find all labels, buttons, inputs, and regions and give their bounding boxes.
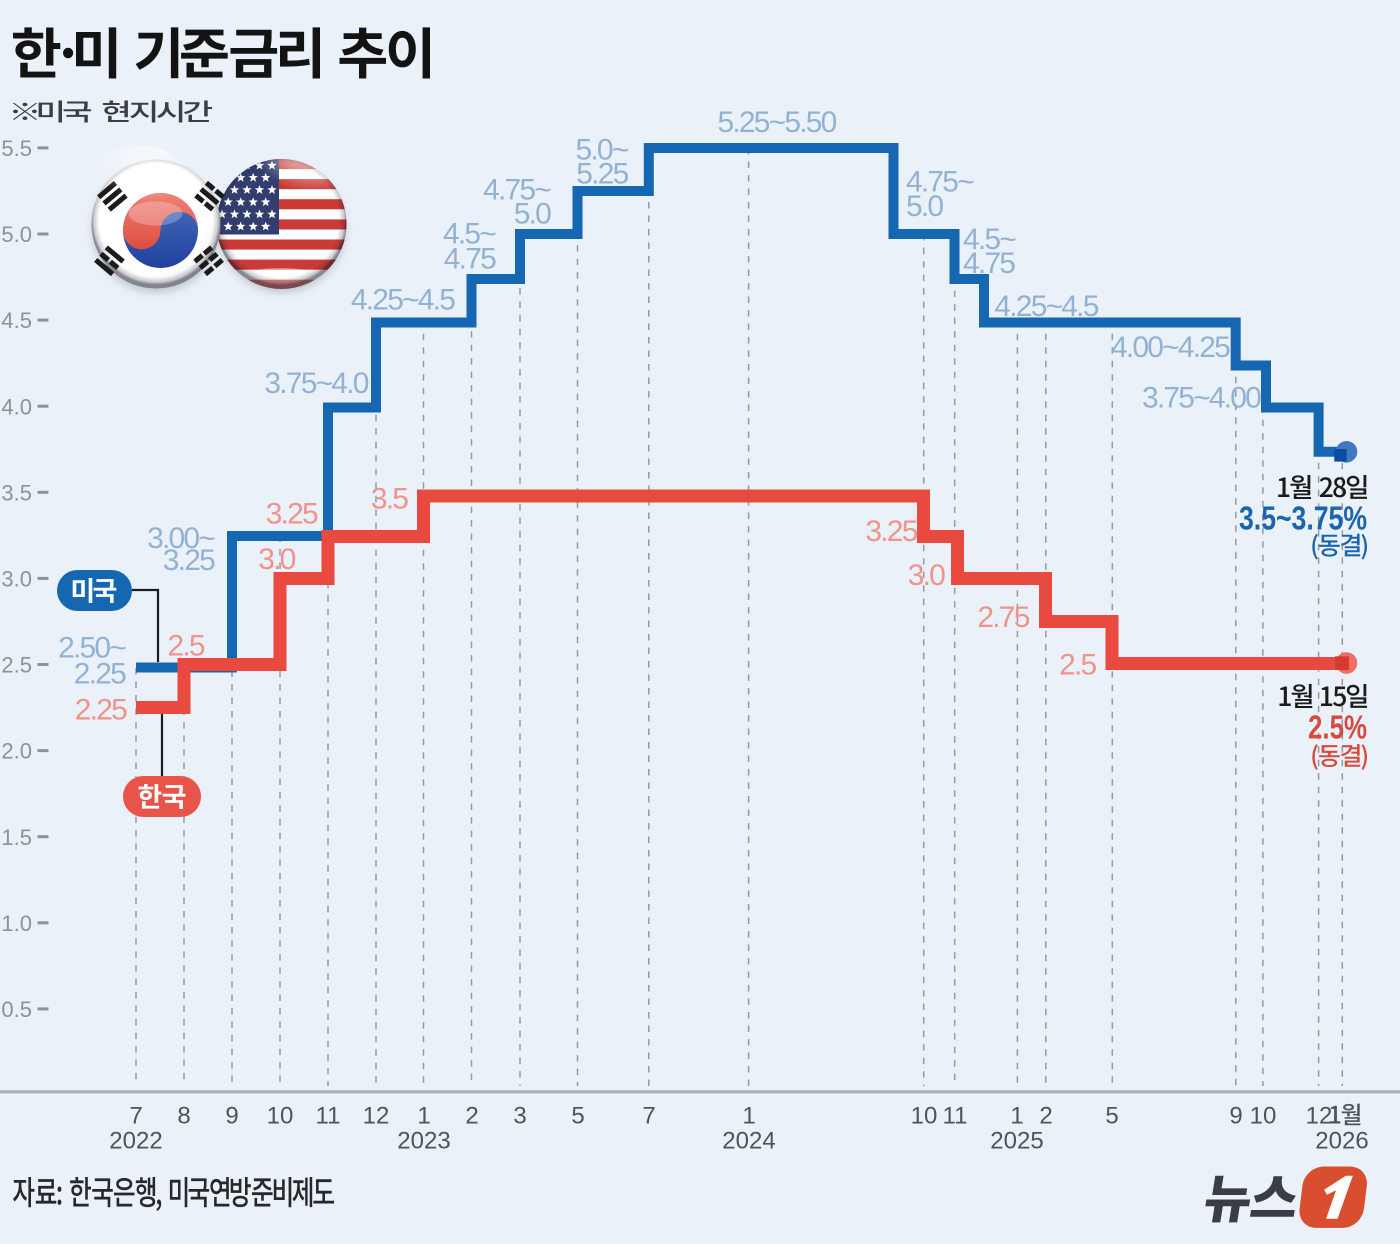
svg-text:5: 5	[1105, 1103, 1118, 1130]
svg-text:4.75: 4.75	[444, 242, 496, 275]
svg-text:5: 5	[571, 1103, 584, 1130]
svg-text:1: 1	[742, 1103, 755, 1130]
svg-text:2.25: 2.25	[75, 694, 127, 727]
svg-text:2.5: 2.5	[167, 629, 204, 662]
svg-text:1.0: 1.0	[1, 911, 32, 936]
svg-text:4.0: 4.0	[1, 394, 32, 419]
svg-text:4.75~: 4.75~	[906, 166, 974, 199]
svg-text:3.25: 3.25	[163, 544, 215, 577]
svg-text:3.25: 3.25	[865, 515, 917, 548]
svg-text:9: 9	[225, 1103, 238, 1130]
svg-text:3.5: 3.5	[371, 482, 408, 515]
svg-text:4.5~: 4.5~	[963, 223, 1016, 256]
svg-text:2.0: 2.0	[1, 739, 32, 764]
svg-text:4.25~4.5: 4.25~4.5	[351, 283, 455, 316]
svg-text:2022: 2022	[109, 1128, 162, 1155]
svg-text:3.25: 3.25	[266, 497, 318, 530]
svg-text:2.75: 2.75	[977, 601, 1029, 634]
svg-text:2023: 2023	[397, 1128, 450, 1155]
svg-text:3.75~4.0: 3.75~4.0	[264, 367, 368, 400]
svg-text:5.25~5.50: 5.25~5.50	[717, 106, 836, 139]
svg-text:12: 12	[1306, 1103, 1333, 1130]
svg-text:1: 1	[1010, 1103, 1023, 1130]
svg-text:10: 10	[1250, 1103, 1277, 1130]
svg-text:2.25: 2.25	[74, 657, 126, 690]
svg-text:5.0: 5.0	[1, 222, 32, 247]
svg-text:2.5: 2.5	[1059, 649, 1096, 682]
svg-text:2.50~: 2.50~	[58, 631, 126, 664]
svg-text:2024: 2024	[722, 1128, 775, 1155]
svg-text:1.5: 1.5	[1, 825, 32, 850]
svg-text:7: 7	[642, 1103, 655, 1130]
svg-text:1: 1	[417, 1103, 430, 1130]
svg-text:7: 7	[129, 1103, 142, 1130]
svg-text:2: 2	[465, 1103, 478, 1130]
svg-text:3.00~: 3.00~	[147, 522, 215, 555]
svg-text:5.0: 5.0	[906, 190, 943, 223]
svg-text:2.5: 2.5	[1, 653, 32, 678]
svg-text:4.5~: 4.5~	[443, 217, 496, 250]
svg-text:4.75~: 4.75~	[483, 173, 551, 206]
svg-text:2025: 2025	[990, 1128, 1043, 1155]
svg-text:2: 2	[1039, 1103, 1052, 1130]
svg-text:3.75~4.00: 3.75~4.00	[1142, 382, 1261, 415]
svg-text:5.25: 5.25	[576, 157, 628, 190]
svg-text:3.0: 3.0	[258, 543, 295, 576]
svg-text:3.5~3.75%: 3.5~3.75%	[1239, 500, 1367, 537]
svg-text:4.25~4.5: 4.25~4.5	[994, 290, 1098, 323]
svg-text:12: 12	[363, 1103, 390, 1130]
svg-text:2.5%: 2.5%	[1308, 709, 1367, 746]
svg-text:4.5: 4.5	[1, 308, 32, 333]
svg-text:10: 10	[911, 1103, 938, 1130]
svg-text:11: 11	[316, 1103, 341, 1130]
svg-text:10: 10	[267, 1103, 294, 1130]
svg-text:9: 9	[1229, 1103, 1242, 1130]
svg-text:2026: 2026	[1315, 1128, 1368, 1155]
svg-text:8: 8	[177, 1103, 190, 1130]
svg-text:5.0~: 5.0~	[575, 133, 628, 166]
svg-text:3.0: 3.0	[908, 559, 945, 592]
svg-text:5.5: 5.5	[1, 136, 32, 161]
svg-text:0.5: 0.5	[1, 997, 32, 1022]
svg-text:11: 11	[943, 1103, 968, 1130]
svg-text:4.00~4.25: 4.00~4.25	[1111, 331, 1230, 364]
svg-text:3.0: 3.0	[1, 567, 32, 592]
svg-text:4.75: 4.75	[963, 247, 1015, 280]
svg-text:5.0: 5.0	[514, 197, 551, 230]
svg-text:3: 3	[513, 1103, 526, 1130]
svg-text:3.5: 3.5	[1, 480, 32, 505]
